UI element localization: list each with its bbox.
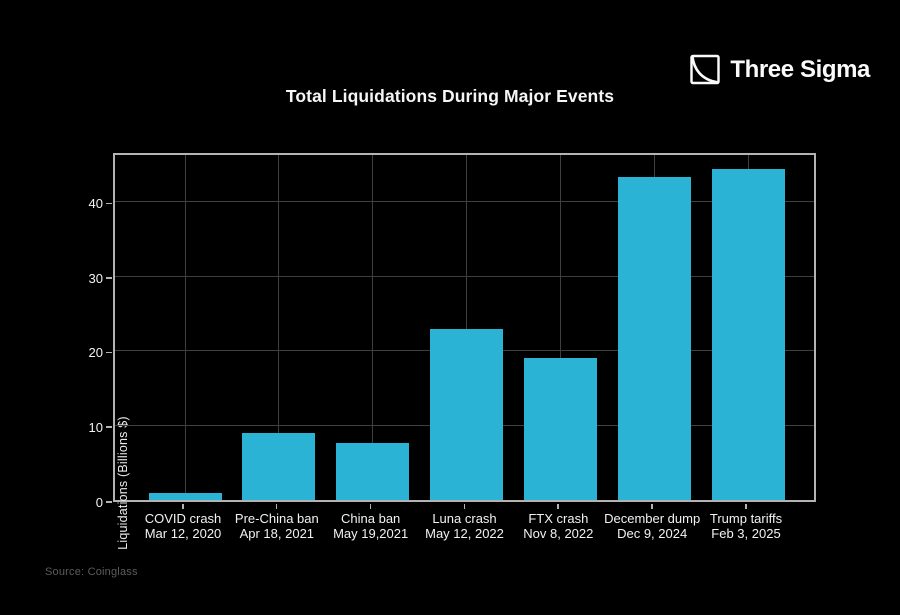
x-tick-event-name: China ban — [341, 511, 401, 526]
x-tick-label: December dump Dec 9, 2024 — [587, 511, 717, 541]
plot-area: Liquidations (Billions $) — [113, 153, 816, 550]
x-tick-event-name: Pre-China ban — [234, 511, 319, 526]
x-tick-event-date: Nov 8, 2022 — [523, 526, 594, 541]
x-tick-event-name: COVID crash — [144, 511, 222, 526]
three-sigma-logo-icon — [690, 54, 721, 85]
h-gridline — [115, 201, 814, 203]
v-gridline — [559, 155, 561, 500]
bar-covid-crash — [148, 492, 222, 500]
v-gridline — [278, 155, 280, 500]
y-tick-mark — [106, 277, 112, 279]
x-tick-mark — [557, 504, 559, 509]
chart-title: Total Liquidations During Major Events — [285, 86, 615, 106]
x-tick-event-date: May 19,2021 — [333, 526, 409, 541]
y-tick-label: 10 — [88, 419, 103, 435]
bar-december-dump — [617, 177, 691, 500]
bar-china-ban — [336, 442, 410, 500]
y-tick-mark — [106, 351, 112, 354]
x-tick-event-name: FTX crash — [528, 511, 589, 526]
bar-ftx-crash — [523, 358, 597, 500]
v-gridline — [184, 155, 186, 500]
three-sigma-logo-text: Three Sigma — [730, 55, 870, 83]
x-tick-event-name: Trump tariffs — [709, 511, 783, 526]
x-tick-event-name: Luna crash — [432, 511, 497, 526]
x-tick-event-date: Mar 12, 2020 — [144, 526, 222, 541]
y-tick-label: 0 — [95, 494, 103, 510]
v-gridline — [372, 155, 374, 500]
y-tick-label: 40 — [88, 196, 103, 212]
x-tick-label: Pre-China ban Apr 18, 2021 — [212, 511, 342, 541]
x-tick-event-date: Feb 3, 2025 — [711, 526, 781, 541]
y-axis-title: Liquidations (Billions $) — [116, 416, 130, 550]
x-tick-label: China ban May 19,2021 — [306, 511, 436, 541]
y-tick-label: 30 — [88, 270, 103, 286]
x-tick-mark — [745, 504, 747, 509]
x-tick-mark — [369, 504, 372, 509]
x-tick-label: Luna crash May 12, 2022 — [400, 511, 530, 541]
x-tick-event-date: Dec 9, 2024 — [617, 526, 688, 541]
x-tick-label: Trump tariffs Feb 3, 2025 — [681, 511, 811, 541]
x-tick-label: COVID crash Mar 12, 2020 — [118, 511, 248, 541]
bar-trump-tariffs — [711, 168, 785, 500]
bar-luna-crash — [430, 329, 503, 500]
source-caption: Source: Coinglass — [45, 566, 138, 578]
y-tick-label: 20 — [88, 345, 103, 361]
x-tick-event-date: Apr 18, 2021 — [239, 526, 315, 541]
v-gridline — [466, 155, 467, 500]
x-tick-mark — [463, 504, 465, 509]
h-gridline — [115, 275, 814, 277]
y-tick-mark — [106, 501, 112, 503]
x-tick-event-date: May 12, 2022 — [425, 526, 504, 541]
y-tick-mark — [106, 426, 112, 428]
y-tick-mark — [106, 202, 112, 205]
x-tick-label: FTX crash Nov 8, 2022 — [493, 511, 623, 541]
x-tick-event-name: December dump — [604, 511, 701, 526]
three-sigma-logo: Three Sigma — [690, 54, 870, 85]
x-tick-mark — [275, 504, 278, 509]
x-tick-mark — [651, 504, 653, 509]
bar-pre-china-ban — [242, 432, 316, 500]
x-tick-mark — [182, 504, 184, 509]
